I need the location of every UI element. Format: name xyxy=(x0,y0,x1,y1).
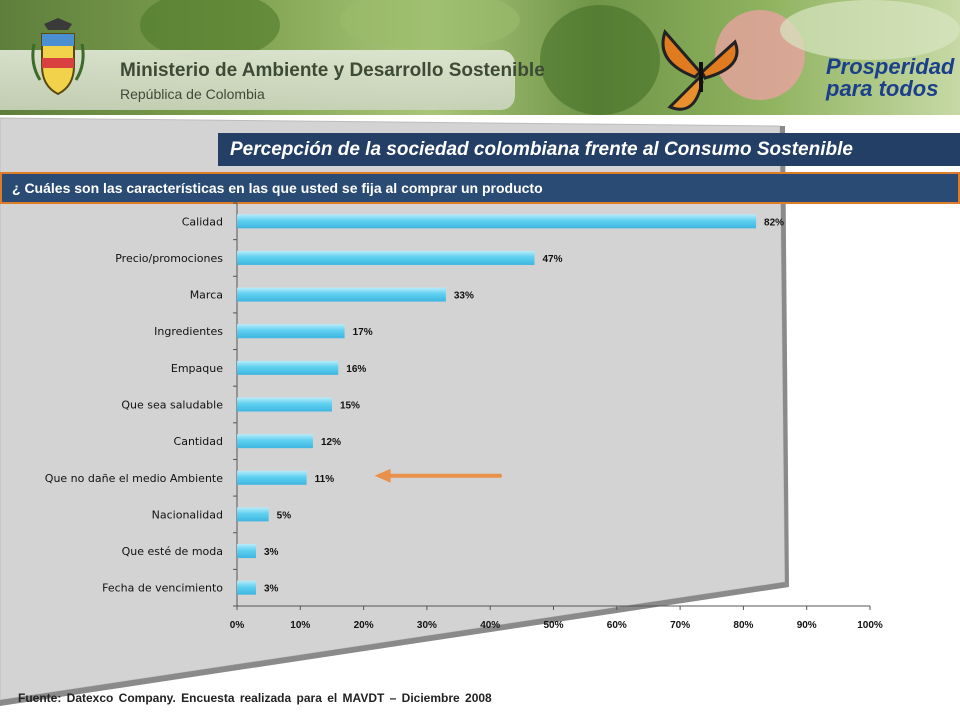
ministry-band xyxy=(0,50,515,110)
category-label: Empaque xyxy=(171,362,223,375)
category-label: Que sea saludable xyxy=(121,399,223,412)
x-tick-label: 50% xyxy=(543,620,563,631)
x-tick-label: 80% xyxy=(733,620,753,631)
x-tick-label: 0% xyxy=(230,620,245,631)
value-label: 16% xyxy=(346,364,366,375)
category-label: Fecha de vencimiento xyxy=(102,582,223,595)
bar xyxy=(237,580,256,595)
leaves-decoration xyxy=(140,0,960,115)
bar xyxy=(237,544,256,559)
x-tick-label: 20% xyxy=(354,620,374,631)
bar xyxy=(237,397,332,412)
category-label: Que no dañe el medio Ambiente xyxy=(45,472,223,485)
x-tick-label: 40% xyxy=(480,620,500,631)
republic-name: República de Colombia xyxy=(120,86,265,102)
source-note: Fuente: Datexco Company. Encuesta realiz… xyxy=(18,691,492,705)
value-label: 11% xyxy=(315,474,335,485)
x-tick-label: 90% xyxy=(797,620,817,631)
x-tick-label: 60% xyxy=(607,620,627,631)
x-tick-label: 70% xyxy=(670,620,690,631)
value-label: 47% xyxy=(543,254,563,265)
question-text: ¿ Cuáles son las características en las … xyxy=(12,180,543,196)
bar xyxy=(237,434,313,449)
question-bar: ¿ Cuáles son las características en las … xyxy=(0,172,960,204)
slogan: Prosperidad para todos xyxy=(826,54,955,101)
value-label: 17% xyxy=(353,327,373,338)
value-label: 15% xyxy=(340,401,360,412)
highlight-arrow-head xyxy=(374,468,391,483)
ministry-name: Ministerio de Ambiente y Desarrollo Sost… xyxy=(120,60,545,81)
category-label: Calidad xyxy=(182,215,223,228)
value-label: 33% xyxy=(454,291,474,302)
bar xyxy=(237,324,345,339)
x-tick-label: 30% xyxy=(417,620,437,631)
category-label: Ingredientes xyxy=(154,325,223,338)
x-tick-label: 10% xyxy=(290,620,310,631)
bar xyxy=(237,470,307,485)
value-label: 12% xyxy=(321,437,341,448)
category-label: Marca xyxy=(190,289,223,302)
slide-title-bar: Percepción de la sociedad colombiana fre… xyxy=(218,133,960,166)
value-label: 5% xyxy=(277,510,292,521)
bar xyxy=(237,507,269,522)
slide-title: Percepción de la sociedad colombiana fre… xyxy=(230,139,853,160)
bar xyxy=(237,287,446,302)
x-tick-label: 100% xyxy=(857,620,883,631)
category-label: Precio/promociones xyxy=(115,252,223,265)
bar xyxy=(237,360,339,375)
value-label: 3% xyxy=(264,584,279,595)
butterfly-icon xyxy=(661,29,739,111)
value-label: 82% xyxy=(764,217,784,228)
colombia-coat-of-arms-icon xyxy=(31,18,85,96)
slogan-line-1: Prosperidad xyxy=(826,54,955,79)
category-label: Que esté de moda xyxy=(122,545,223,558)
slogan-line-2: para todos xyxy=(826,76,939,101)
header-banner: Ministerio de Ambiente y Desarrollo Sost… xyxy=(0,0,960,115)
value-label: 3% xyxy=(264,547,279,558)
bar xyxy=(237,250,535,265)
bar xyxy=(237,214,757,229)
category-label: Nacionalidad xyxy=(152,508,223,521)
category-label: Cantidad xyxy=(174,435,223,448)
